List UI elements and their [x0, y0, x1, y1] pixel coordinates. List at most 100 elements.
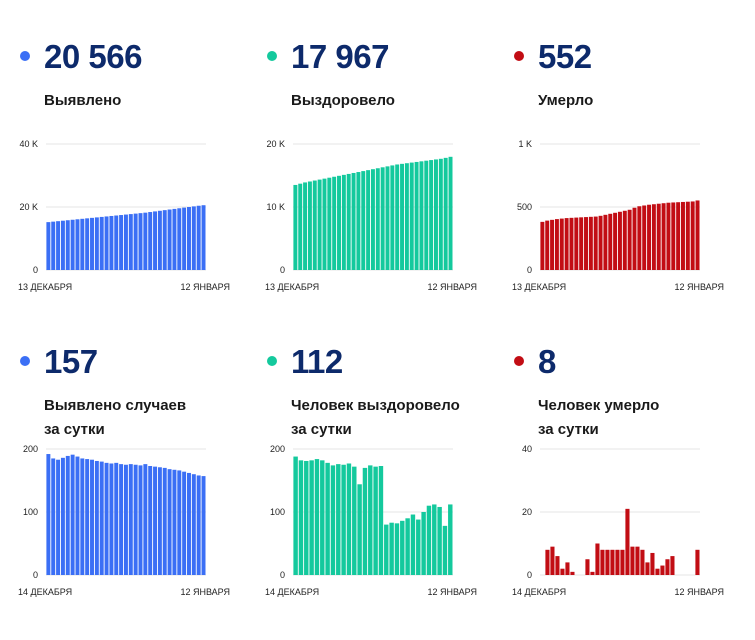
- y-tick-label: 20 K: [266, 139, 285, 149]
- bar: [394, 523, 400, 575]
- bar: [312, 180, 317, 270]
- bar: [590, 571, 595, 575]
- bar: [545, 549, 550, 575]
- stat-label: Человек выздоровело за сутки: [291, 394, 460, 442]
- bar: [670, 556, 675, 575]
- bar: [600, 549, 605, 575]
- bar: [437, 506, 442, 575]
- bar: [75, 456, 80, 575]
- total-value: 17 967: [291, 38, 389, 75]
- bar: [414, 161, 419, 270]
- stat-label-line: за сутки: [291, 421, 352, 438]
- x-tick-label: 13 ДЕКАБРЯ: [265, 282, 319, 292]
- bar: [327, 177, 332, 270]
- series-dot: [514, 51, 524, 61]
- bar-chart: 40 K 20 K 0 13 ДЕКАБРЯ 12 ЯНВАРЯ: [18, 139, 230, 292]
- bar: [421, 512, 426, 575]
- bar: [362, 467, 368, 575]
- bar: [574, 217, 579, 270]
- bar: [60, 220, 65, 270]
- bar: [320, 460, 325, 575]
- bar: [187, 207, 191, 270]
- bar: [138, 465, 143, 575]
- bar: [153, 211, 158, 270]
- bar: [332, 176, 337, 270]
- bar: [336, 464, 341, 575]
- bar: [75, 219, 80, 270]
- bar: [356, 172, 361, 270]
- bar: [545, 220, 550, 270]
- bar: [366, 170, 371, 270]
- x-tick-label: 12 ЯНВАРЯ: [674, 587, 724, 597]
- stat-label-line: Выздоровело: [291, 92, 395, 109]
- x-tick-label: 13 ДЕКАБРЯ: [512, 282, 566, 292]
- bar: [400, 520, 405, 575]
- bar: [389, 522, 394, 575]
- bar: [615, 549, 620, 575]
- bar: [647, 204, 652, 270]
- bar: [119, 215, 124, 270]
- bar: [651, 204, 656, 270]
- bar: [375, 168, 380, 270]
- bar: [632, 207, 637, 270]
- bar: [593, 216, 598, 270]
- y-tick-label: 0: [33, 265, 38, 275]
- x-tick-label: 12 ЯНВАРЯ: [674, 282, 724, 292]
- bar: [622, 210, 627, 270]
- stat-panel: 112 Человек выздоровело за сутки 200 100 0 14 …: [265, 331, 505, 631]
- bar: [565, 562, 570, 575]
- bar: [157, 210, 162, 270]
- stat-label: Выздоровело: [291, 89, 395, 113]
- bar: [123, 214, 128, 270]
- stat-label-line: Человек выздоровело: [291, 397, 460, 414]
- bar: [337, 175, 341, 270]
- bar: [404, 163, 409, 270]
- bar: [690, 201, 695, 270]
- bar: [352, 466, 357, 575]
- stat-panel: 20 566 Выявлено 40 K 20 K 0 13 ДЕКАБРЯ 12 ЯНВА…: [18, 26, 258, 326]
- bar: [370, 169, 375, 270]
- bar: [424, 160, 429, 270]
- stat-label: Умерло: [538, 89, 593, 113]
- stat-label-line: за сутки: [44, 421, 105, 438]
- bar: [419, 161, 424, 270]
- bar: [172, 208, 177, 270]
- bar: [448, 156, 453, 270]
- bar: [564, 218, 569, 270]
- bar: [661, 203, 666, 270]
- bar: [114, 215, 119, 270]
- bar: [85, 459, 90, 575]
- bar: [187, 472, 191, 575]
- bar: [157, 467, 162, 575]
- bar: [314, 459, 320, 575]
- bar-chart: 1 K 500 0 13 ДЕКАБРЯ 12 ЯНВАРЯ: [512, 139, 724, 292]
- bar: [395, 164, 400, 270]
- bar: [70, 219, 75, 270]
- bar: [80, 218, 85, 270]
- bar: [143, 212, 148, 270]
- bar: [65, 220, 70, 270]
- bar: [119, 464, 124, 575]
- bar: [309, 460, 314, 575]
- bar: [298, 183, 303, 270]
- total-value: 157: [44, 343, 98, 380]
- bar: [341, 174, 346, 270]
- bar: [99, 461, 104, 575]
- bar: [325, 462, 330, 575]
- y-tick-label: 10 K: [266, 202, 285, 212]
- bar: [298, 460, 304, 575]
- bar: [588, 216, 593, 270]
- bar: [138, 213, 143, 270]
- bar: [627, 209, 632, 270]
- stat-panel: 8 Человек умерло за сутки 40 20 0 14 ДЕКАБРЯ 12…: [512, 331, 752, 631]
- bar: [569, 217, 574, 270]
- bar: [400, 163, 405, 270]
- bar: [177, 208, 182, 270]
- bar: [109, 463, 114, 575]
- bar: [303, 182, 308, 270]
- bar: [201, 205, 206, 270]
- series-dot: [267, 51, 277, 61]
- bar: [51, 221, 56, 270]
- bar: [162, 210, 167, 270]
- bar: [304, 460, 309, 575]
